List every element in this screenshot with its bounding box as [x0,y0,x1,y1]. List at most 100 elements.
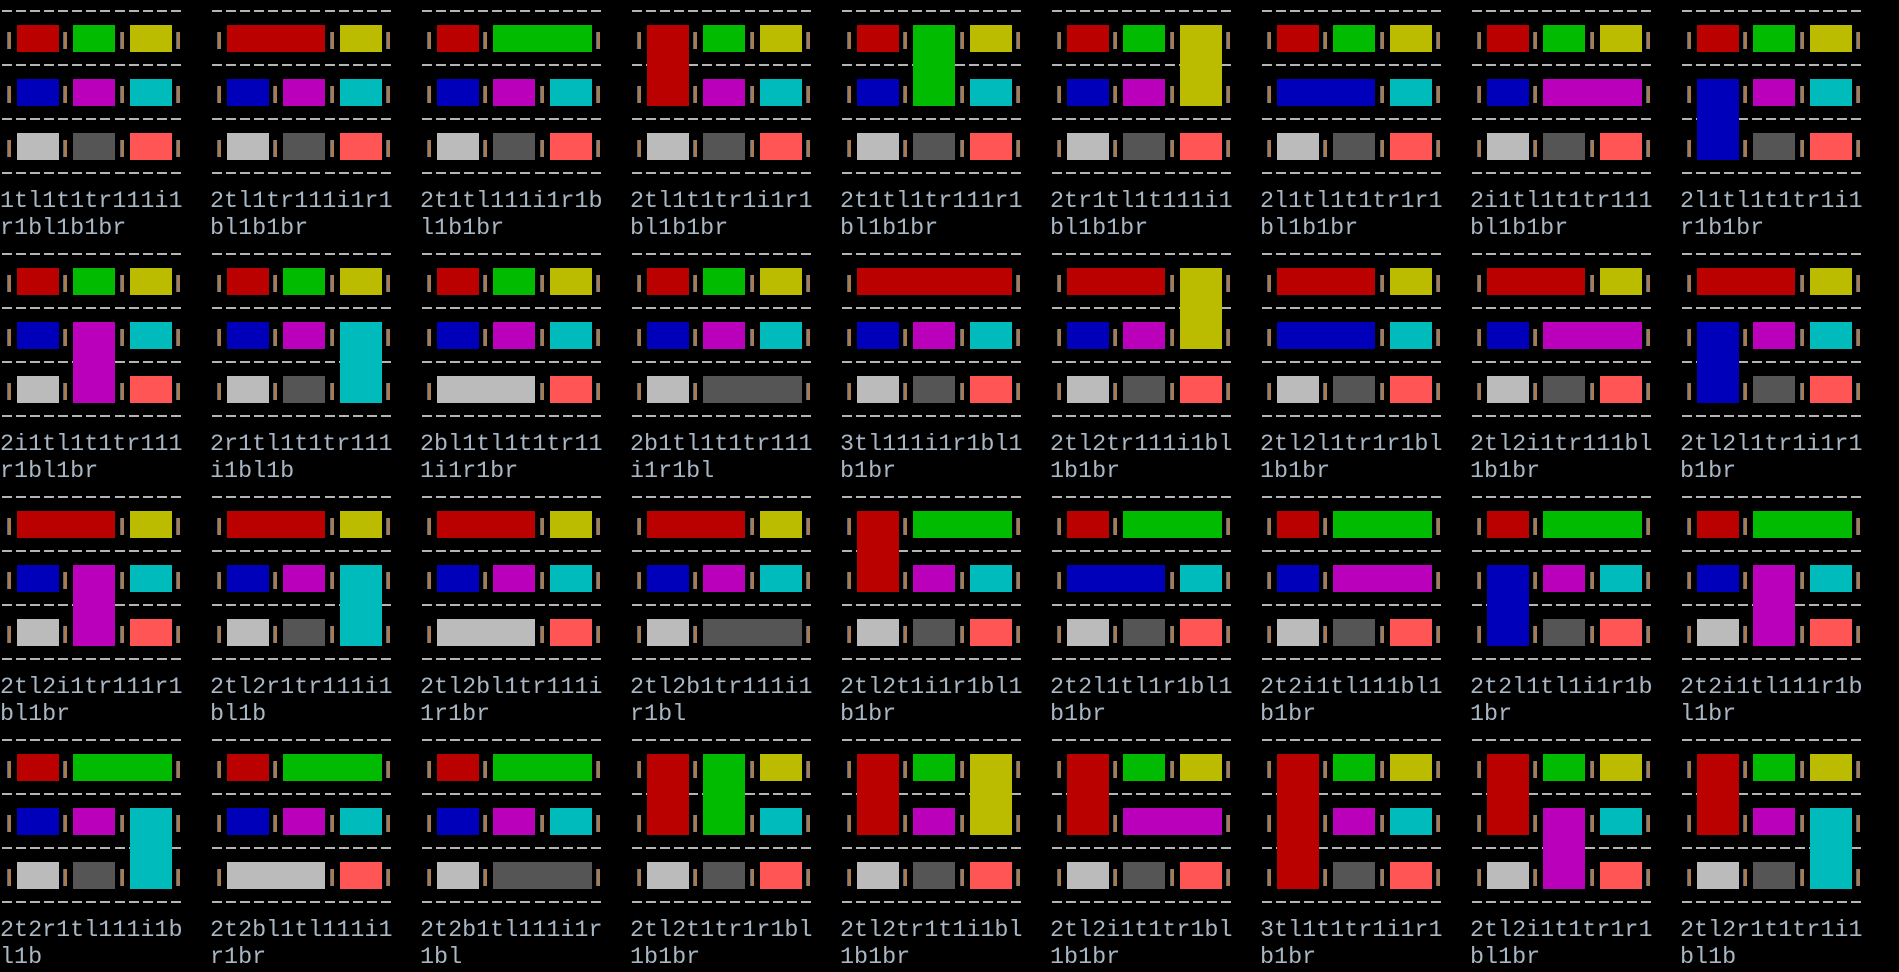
separator-dash [548,604,559,606]
cell-divider [1478,140,1481,157]
separator-dash [352,793,363,795]
separator-dash [1584,253,1595,255]
cell-divider [1590,383,1594,400]
separator-dash [1752,64,1763,66]
separator-dash [1290,496,1301,498]
separator-dash [1388,415,1399,417]
tile-red [227,25,326,52]
cell-divider [428,383,431,400]
layout-label: 2tl2bl1tr111i [420,675,603,701]
separator-dash [1486,496,1497,498]
cell-divider [596,86,600,103]
separator-dash [744,415,755,417]
separator-dash [2,361,12,363]
tile-red [437,268,480,295]
separator-dash [296,901,307,903]
separator-dash [786,604,797,606]
cell-divider [8,572,11,589]
cell-divider [638,329,641,346]
separator-dash [170,64,181,66]
separator-dash [660,847,671,849]
separator-dash [156,415,167,417]
separator-dash [1178,496,1189,498]
separator-dash [1612,64,1623,66]
separator-dash [450,10,461,12]
separator-dash [940,10,951,12]
separator-dash [226,415,237,417]
separator-dash [856,361,867,363]
tile-blue [647,322,690,349]
separator-dash [226,64,237,66]
separator-dash [1598,361,1609,363]
separator-dash [422,307,432,309]
tile-green [913,511,1012,538]
separator-dash [1710,658,1721,660]
separator-dash [954,739,965,741]
cell-divider [750,32,754,49]
separator-dash [1822,658,1833,660]
separator-dash [1206,847,1217,849]
separator-dash [590,307,601,309]
separator-dash [688,253,699,255]
separator-dash [1052,658,1062,660]
separator-dash [534,307,545,309]
separator-dash [1528,10,1539,12]
tile-magenta [73,79,116,106]
separator-dash [1052,64,1062,66]
layout-label: 2t2l1tl1i1r1b [1470,675,1653,701]
separator-dash [1416,307,1427,309]
separator-dash [632,64,642,66]
cell-divider [176,140,180,157]
separator-dash [436,739,447,741]
cell-divider [960,140,964,157]
separator-dash [996,550,1007,552]
separator-dash [1542,415,1553,417]
cell-divider [1646,329,1650,346]
separator-dash [772,550,783,552]
separator-dash [1556,118,1567,120]
separator-dash [478,550,489,552]
layout-label: r1bl1b1br [0,216,127,242]
cell-divider [1534,86,1538,103]
cell-divider [1800,140,1804,157]
separator-dash [1052,307,1062,309]
cell-divider [1170,572,1174,589]
separator-dash [352,739,363,741]
cell-divider [806,572,810,589]
layout-label: 2tl2b1tr111i1 [630,675,813,701]
separator-dash [1570,658,1581,660]
separator-dash [1850,847,1861,849]
separator-dash [1416,172,1427,174]
separator-dash [324,793,335,795]
separator-dash [996,10,1007,12]
separator-dash [464,739,475,741]
separator-dash [86,901,97,903]
separator-dash [1220,64,1231,66]
separator-dash [464,658,475,660]
layout-label: 2tl2i1tr111bl [1470,432,1653,458]
separator-dash [114,307,125,309]
separator-dash [1822,604,1833,606]
separator-dash [1570,793,1581,795]
tile-blue [17,79,60,106]
separator-dash [968,64,979,66]
separator-dash [30,901,41,903]
separator-dash [1136,361,1147,363]
cell-divider [1268,572,1271,589]
separator-dash [800,64,811,66]
separator-dash [436,901,447,903]
tile-cyan [759,79,802,106]
tile-dark-gray [703,376,802,403]
separator-dash [436,10,447,12]
separator-dash [282,10,293,12]
cell-divider [1114,86,1118,103]
separator-dash [856,64,867,66]
separator-dash [702,496,713,498]
separator-dash [1724,739,1735,741]
separator-dash [1836,172,1847,174]
separator-dash [1724,10,1735,12]
separator-dash [1136,793,1147,795]
cell-divider [64,32,68,49]
separator-dash [898,118,909,120]
separator-dash [1570,739,1581,741]
